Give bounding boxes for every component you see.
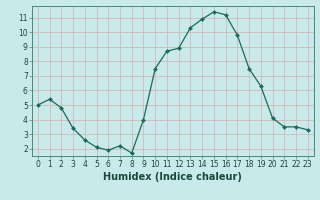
X-axis label: Humidex (Indice chaleur): Humidex (Indice chaleur) bbox=[103, 172, 242, 182]
